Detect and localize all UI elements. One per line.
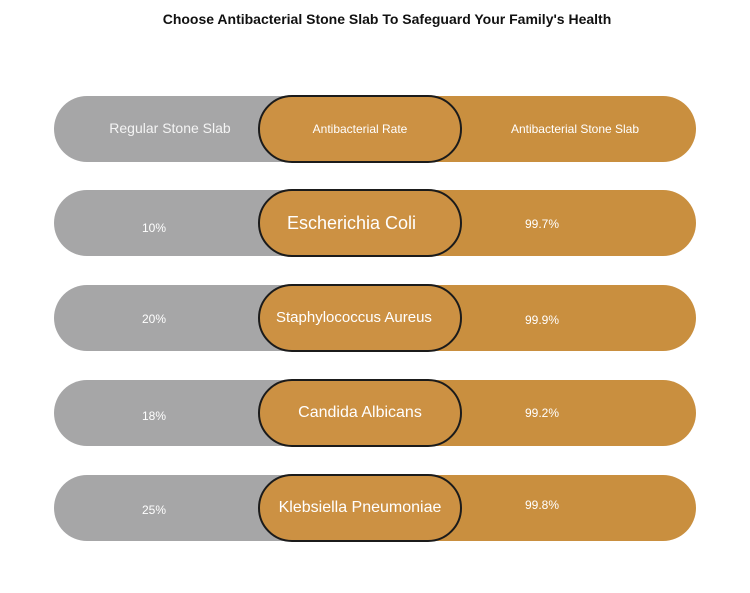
header-antibacterial-stone-slab: Antibacterial Stone Slab: [510, 122, 640, 136]
antibacterial-value: 99.9%: [524, 313, 560, 327]
bacterium-label: Staphylococcus Aureus: [258, 284, 462, 352]
regular-value: 20%: [141, 312, 167, 326]
bacterium-label: Escherichia Coli: [258, 189, 462, 257]
page-title: Choose Antibacterial Stone Slab To Safeg…: [162, 11, 612, 27]
header-regular-stone-slab: Regular Stone Slab: [109, 120, 231, 136]
antibacterial-value: 99.7%: [524, 217, 560, 231]
header-antibacterial-rate: Antibacterial Rate: [258, 95, 462, 163]
bacterium-label: Candida Albicans: [258, 379, 462, 447]
regular-value: 10%: [141, 221, 167, 235]
regular-value: 25%: [141, 503, 167, 517]
bacterium-label: Klebsiella Pneumoniae: [258, 474, 462, 542]
antibacterial-value: 99.8%: [524, 498, 560, 512]
regular-value: 18%: [141, 409, 167, 423]
antibacterial-value: 99.2%: [524, 406, 560, 420]
